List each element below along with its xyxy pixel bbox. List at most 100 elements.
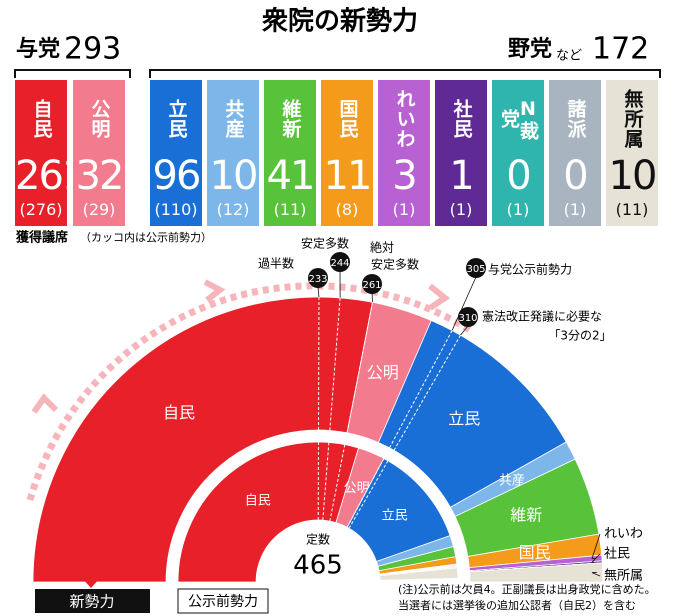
arrow-head [428,283,451,311]
threshold-line [322,297,341,521]
threshold-line [371,292,373,303]
party-card: 国民 11 (8) [321,80,373,226]
party-name: 立民 [165,99,188,139]
party-name: 社民 [450,99,473,139]
party-card: 維新 41 (11) [264,80,316,226]
segment-label: 立民 [382,509,408,524]
threshold-label: 安定多数 [301,236,349,251]
threshold-value: 244 [330,258,349,269]
party-name-box: 自民 [15,88,67,150]
party-name: N裁党 [498,97,539,141]
party-seats: 0 [506,153,531,199]
caption: 獲得議席 [15,230,68,246]
party-previous: (276) [19,200,63,219]
total-label: 定数 [306,532,330,547]
ruling-label: 与党 [16,36,60,62]
threshold-label: 「3分の2」 [548,329,611,343]
legend-box [35,589,150,613]
opposition-bracket [149,69,661,78]
threshold-label: 与党公示前勢力 [488,262,572,277]
party-seats: 10 [209,153,259,199]
party-name: 諸派 [564,99,587,139]
party-name-box: 無所属 [606,88,658,150]
party-name: 自民 [30,99,53,139]
party-card: 自民 261 (276) [15,80,87,226]
party-seats: 10 [608,153,658,199]
title: 衆院の新勢力 [262,7,418,37]
party-previous: (12) [216,200,250,219]
party-seats: 41 [266,153,316,199]
party-name-box: 国民 [321,88,373,150]
legend-marker [82,578,100,588]
party-previous: (29) [82,200,116,219]
party-previous: (1) [449,200,473,219]
party-card: 諸派 0 (1) [549,80,601,226]
party-seats: 0 [563,153,588,199]
legend-label: 公示前勢力 [188,593,258,610]
party-seats: 1 [449,153,474,199]
threshold-marker [330,252,350,272]
party-card: 社民 1 (1) [435,80,487,226]
party-previous: (11) [615,200,649,219]
threshold-marker [458,307,478,327]
party-previous: (110) [154,200,198,219]
threshold-line [317,296,320,521]
party-previous: (11) [273,200,307,219]
party-card: 無所属 10 (11) [606,80,658,226]
segment-label: 共産 [499,474,525,489]
party-previous: (1) [506,200,530,219]
segment-label: 立民 [448,409,480,428]
seat-segment [379,567,459,581]
party-name-box: れいわ [378,88,430,150]
leader-line [591,572,601,577]
outside-label: れいわ [604,527,643,542]
segment-label: 維新 [510,505,542,524]
party-card: 公明 32 (29) [73,80,125,226]
party-name-box: 立民 [150,88,202,150]
party-card: れいわ 3 (1) [378,80,430,226]
threshold-label: 過半数 [258,256,294,271]
party-seats: 261 [15,153,87,199]
party-card: N裁党 0 (1) [492,80,544,226]
threshold-line [317,286,320,298]
legend-box [177,588,269,614]
threshold-line [348,334,461,529]
party-previous: (1) [563,200,587,219]
seat-segment [177,441,360,583]
ruling-total: 293 [64,32,121,67]
caption-note: （カッコ内は公示前勢力） [80,230,212,244]
party-name-box: 維新 [264,88,316,150]
threshold-value: 261 [362,280,381,291]
party-name: 無所属 [621,89,644,149]
party-name-box: 公明 [73,88,125,150]
threshold-line [329,302,374,522]
note: (注)公示前は欠員4。正副議長は出身政党に含めた。 [398,582,656,596]
party-seats: 11 [323,153,373,199]
party-name: 共産 [222,99,245,139]
leader-line [591,553,601,563]
party-seats: 3 [392,153,417,199]
leader-line [591,533,601,559]
segment-label: 国民 [519,543,551,562]
note: 当選者には選挙後の追加公認者（自民2）を含む [398,598,636,612]
opposition-suffix: など [556,49,582,64]
opposition-label: 野党 [508,37,552,62]
opposition-total: 172 [592,32,649,67]
threshold-line [346,330,453,528]
party-previous: (8) [335,200,359,219]
party-card: 共産 10 (12) [207,80,259,226]
party-name-box: 社民 [435,88,487,150]
legend-label: 新勢力 [69,593,114,611]
threshold-value: 310 [458,313,477,324]
party-seats: 96 [152,153,202,199]
segment-label: 自民 [163,403,195,422]
segment-label: 公明 [367,363,399,382]
threshold-line [451,276,477,331]
threshold-label: 安定多数 [371,257,419,272]
seat-segment [32,296,374,583]
party-previous: (1) [392,200,416,219]
threshold-label: 絶対 [370,241,394,255]
party-seats: 32 [75,153,125,199]
